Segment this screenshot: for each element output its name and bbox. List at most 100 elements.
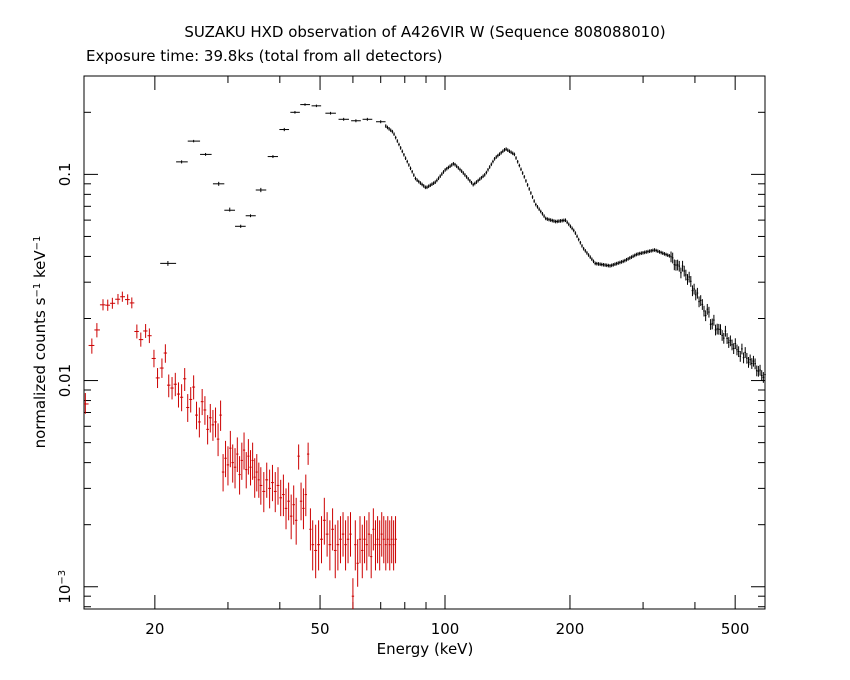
data-point xyxy=(627,257,629,261)
data-point xyxy=(638,251,641,256)
data-point xyxy=(297,444,300,470)
x-tick-label: 100 xyxy=(431,620,460,638)
data-point xyxy=(531,195,534,199)
data-point xyxy=(300,103,311,106)
data-point xyxy=(503,148,506,152)
data-point xyxy=(170,377,174,400)
data-point xyxy=(617,261,620,265)
data-point xyxy=(339,516,342,564)
y-tick-label: 0.1 xyxy=(56,162,74,186)
data-point xyxy=(398,142,400,147)
data-point xyxy=(221,454,225,492)
data-point xyxy=(120,291,126,302)
data-point xyxy=(219,400,222,431)
data-point xyxy=(490,162,493,167)
data-point xyxy=(658,250,661,254)
data-point xyxy=(572,228,575,233)
data-point xyxy=(749,354,751,366)
data-point xyxy=(404,156,407,160)
data-point xyxy=(592,259,595,264)
data-point xyxy=(699,295,702,306)
data-point xyxy=(569,224,572,229)
data-point xyxy=(632,254,634,259)
y-tick-label: 10−3 xyxy=(56,570,74,604)
data-point xyxy=(426,185,428,190)
data-point xyxy=(483,173,486,177)
data-point xyxy=(615,261,618,266)
data-point xyxy=(386,125,389,130)
data-point xyxy=(143,324,148,338)
data-point xyxy=(563,218,565,223)
data-point xyxy=(752,355,755,367)
data-point xyxy=(386,516,389,564)
data-point xyxy=(678,260,681,272)
data-point xyxy=(673,259,676,271)
data-point xyxy=(477,178,479,183)
data-point xyxy=(693,283,695,295)
data-point xyxy=(757,365,760,377)
data-point xyxy=(488,165,491,169)
data-point xyxy=(390,516,393,564)
data-point xyxy=(528,187,531,191)
data-point xyxy=(408,163,410,167)
data-point xyxy=(173,372,177,397)
data-point xyxy=(694,289,697,301)
data-point xyxy=(505,147,507,151)
data-point xyxy=(719,324,722,336)
data-point xyxy=(372,508,375,551)
data-point xyxy=(534,202,537,207)
data-point xyxy=(647,249,649,254)
data-point xyxy=(551,218,554,223)
data-point xyxy=(200,389,204,416)
data-point xyxy=(441,172,443,176)
data-point xyxy=(388,520,391,571)
data-point xyxy=(688,271,690,283)
data-point xyxy=(279,479,283,517)
data-point xyxy=(226,446,230,486)
data-point xyxy=(643,250,646,255)
data-point xyxy=(376,516,379,564)
data-point xyxy=(110,297,116,309)
data-point xyxy=(403,153,405,157)
data-point xyxy=(328,520,332,571)
data-point xyxy=(434,180,437,184)
data-point xyxy=(200,152,212,156)
data-point xyxy=(750,358,753,369)
data-point xyxy=(574,231,577,235)
data-point xyxy=(416,178,418,182)
data-point xyxy=(582,246,585,251)
data-point xyxy=(607,263,610,268)
data-point xyxy=(392,520,395,571)
data-point xyxy=(511,151,514,156)
data-point xyxy=(396,139,399,143)
data-point xyxy=(460,169,463,173)
data-point xyxy=(722,332,725,344)
data-point xyxy=(628,256,631,260)
data-point xyxy=(493,157,496,161)
data-point xyxy=(642,250,644,255)
data-point xyxy=(729,335,732,347)
data-point xyxy=(294,497,298,545)
data-point xyxy=(439,174,442,178)
data-point xyxy=(704,310,707,322)
data-point xyxy=(714,324,717,336)
data-point xyxy=(734,338,737,350)
data-point xyxy=(450,163,453,167)
data-point xyxy=(480,175,483,180)
data-point xyxy=(389,128,392,133)
data-point xyxy=(536,205,539,209)
data-point xyxy=(469,178,471,183)
data-point xyxy=(302,488,305,530)
data-point xyxy=(311,104,322,108)
data-point xyxy=(546,217,549,221)
data-point xyxy=(88,338,95,354)
data-point xyxy=(160,261,177,266)
data-point xyxy=(231,444,234,483)
data-point xyxy=(640,251,643,255)
series-red xyxy=(83,291,397,609)
data-point xyxy=(186,394,190,422)
data-point xyxy=(482,174,484,179)
data-point xyxy=(544,216,547,221)
data-point xyxy=(500,150,503,155)
data-point xyxy=(214,407,217,438)
